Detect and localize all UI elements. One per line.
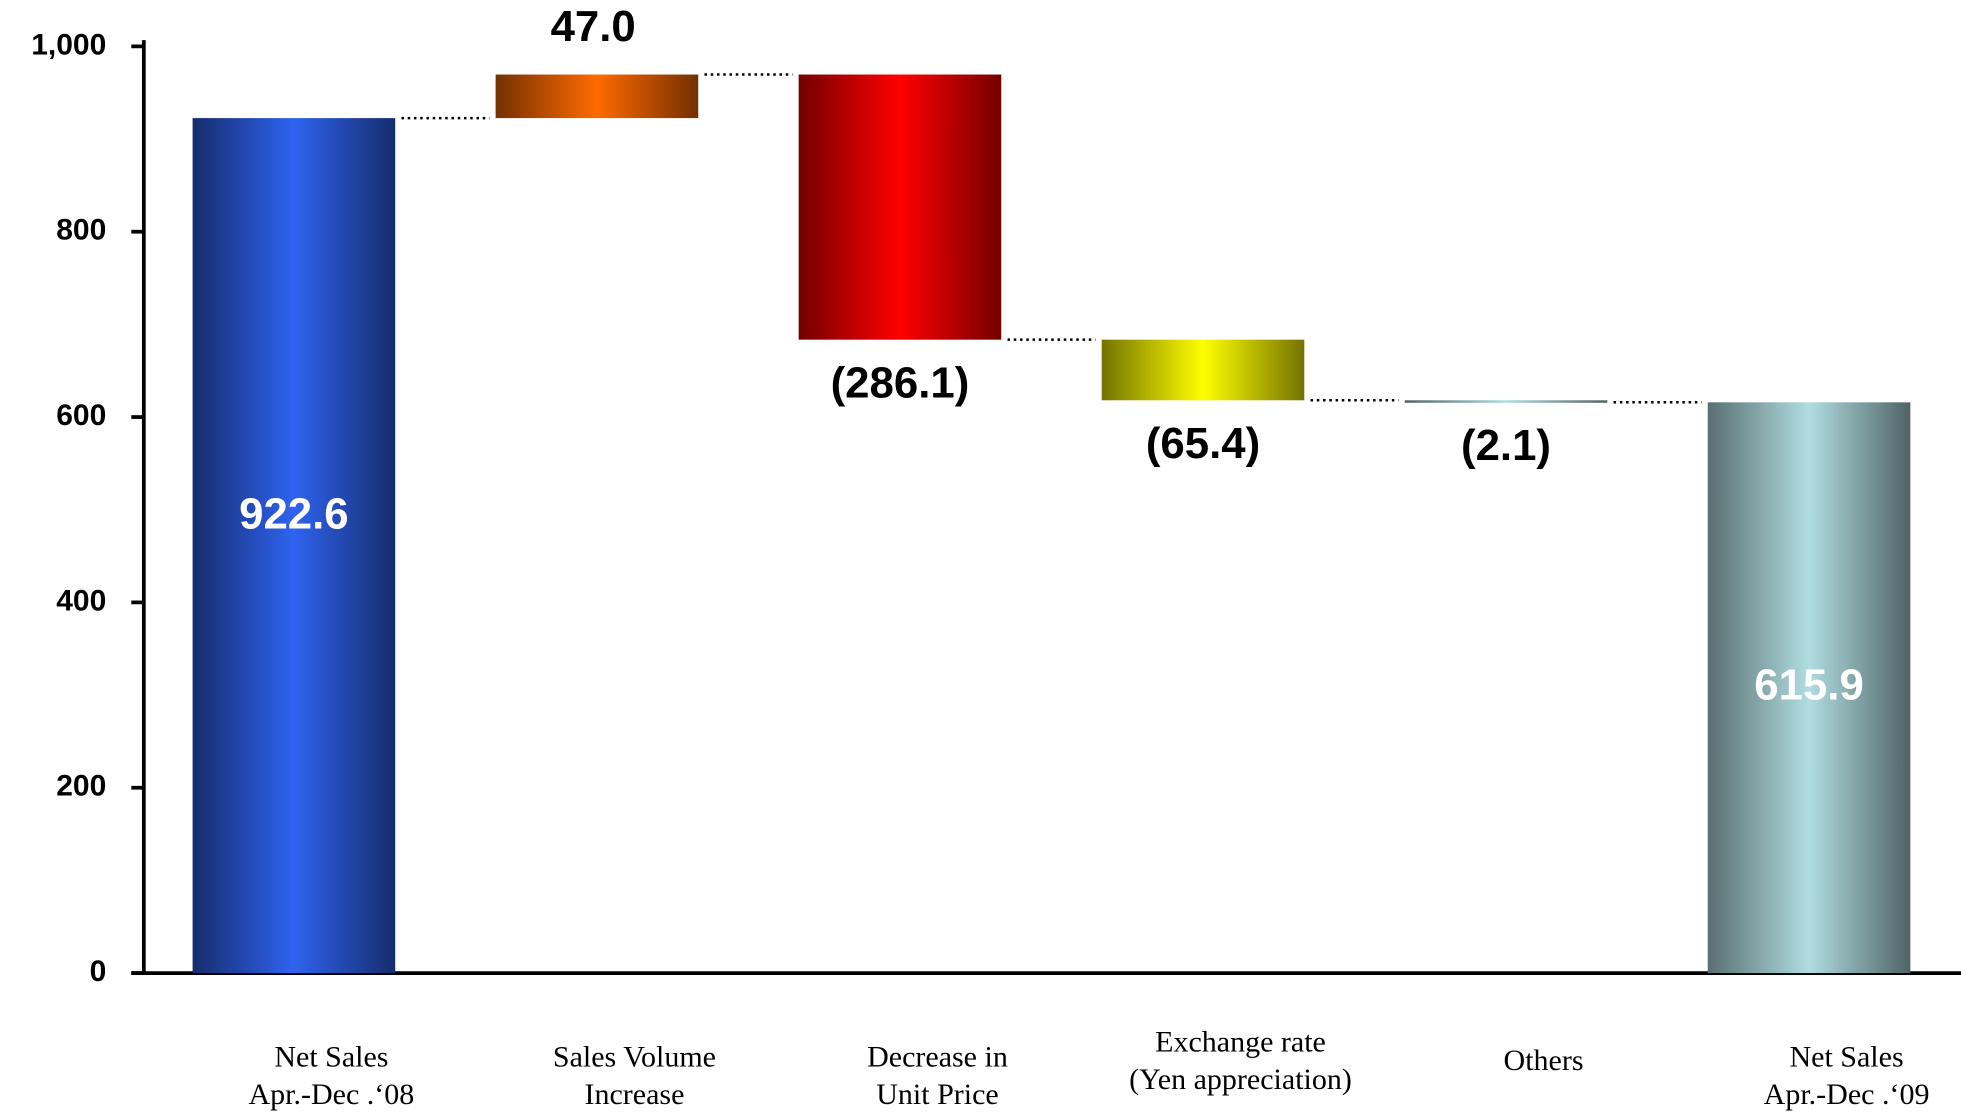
value-label: (65.4) xyxy=(1146,419,1260,468)
bar xyxy=(495,74,699,119)
bar xyxy=(1707,402,1911,974)
bar xyxy=(192,118,396,974)
x-tick-label: Others xyxy=(1504,1044,1584,1077)
x-tick-label: Apr.-Dec .‘08 xyxy=(249,1078,415,1111)
bar xyxy=(798,74,1002,340)
x-tick-label: Sales Volume xyxy=(553,1040,716,1073)
x-tick-label: Net Sales xyxy=(274,1040,388,1073)
y-tick-label: 600 xyxy=(56,399,106,432)
y-tick-label: 200 xyxy=(56,770,106,803)
x-tick-label: Unit Price xyxy=(876,1078,998,1111)
y-tick-label: 400 xyxy=(56,584,106,617)
x-tick-label: (Yen appreciation) xyxy=(1129,1063,1352,1096)
x-tick-label: Net Sales xyxy=(1789,1040,1903,1073)
value-label: (2.1) xyxy=(1461,421,1551,470)
value-label: (286.1) xyxy=(831,359,970,408)
y-tick-label: 0 xyxy=(90,955,107,988)
y-tick-label: 800 xyxy=(56,214,106,247)
value-label: 47.0 xyxy=(551,2,636,51)
x-tick-label: Apr.-Dec .‘09 xyxy=(1764,1078,1930,1111)
x-tick-label: Exchange rate xyxy=(1155,1025,1326,1058)
x-tick-label: Decrease in xyxy=(867,1040,1008,1073)
value-label: 615.9 xyxy=(1754,660,1864,709)
bar xyxy=(1404,400,1608,403)
y-tick-label: 1,000 xyxy=(31,28,106,61)
x-tick-label: Increase xyxy=(584,1078,684,1111)
value-label: 922.6 xyxy=(239,489,349,538)
bar xyxy=(1101,339,1305,401)
